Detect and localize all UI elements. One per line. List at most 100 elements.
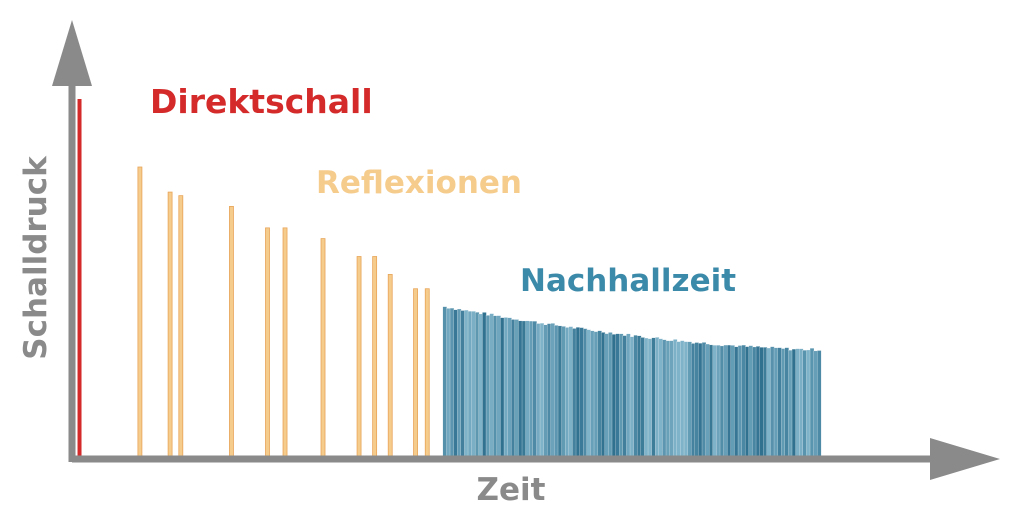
reverberation-bar [478, 313, 483, 458]
reverberation-bar [611, 334, 617, 458]
reverberation-bar [514, 319, 519, 458]
reverberation-bar [590, 330, 595, 458]
reverberation-bar [748, 345, 753, 458]
reverberation-bar [694, 342, 699, 458]
reverberation-bar [532, 321, 537, 458]
reflection-bar [372, 256, 378, 458]
reverberation-bar [784, 347, 789, 458]
reverberation-bar [770, 346, 775, 458]
reverberation-bar [629, 336, 635, 458]
reflection-bar [178, 195, 184, 458]
reverberation-bar [500, 317, 505, 458]
reverberation-bar [766, 347, 771, 458]
reverberation-bar [730, 345, 735, 458]
reverberation-bar [622, 335, 627, 458]
reverberation-bar [669, 340, 674, 458]
reverberation-bar [745, 346, 750, 458]
reverberation-bar [467, 311, 473, 458]
reverberation-bar [647, 338, 653, 458]
reverberation-bar [449, 307, 455, 458]
reverberation-bar [565, 327, 570, 458]
reflection-bar [167, 191, 173, 458]
reverberation-bar [460, 310, 465, 458]
reverberation-bar [698, 343, 703, 458]
reverberation-bar [457, 308, 462, 458]
x-axis-label: Zeit [477, 472, 546, 508]
reverberation-bar [691, 343, 696, 458]
reverberation-bar [777, 347, 782, 458]
y-axis-label: Schalldruck [18, 155, 54, 360]
reverberation-bar [615, 333, 620, 458]
reverberation-bar [464, 309, 469, 458]
reflection-bar [282, 227, 288, 458]
reverberation-bar [788, 350, 793, 458]
reverb-bars [442, 306, 822, 458]
reverberation-bar [597, 330, 602, 458]
reverberation-bar [503, 317, 509, 458]
reverberation-bar [665, 340, 671, 458]
reverberation-bar [712, 345, 717, 458]
reverberation-bar [683, 341, 689, 458]
direct-sound-label: Direktschall [150, 82, 373, 121]
reverberation-bar [806, 349, 811, 458]
reverberation-bar [485, 315, 491, 458]
reflection-bar [356, 256, 362, 458]
reverberation-bar [651, 337, 656, 458]
reverberation-bar [475, 312, 480, 458]
reverberation-bar [741, 344, 746, 458]
y-axis-arrowhead [52, 20, 92, 86]
reverberation-bar [593, 331, 599, 458]
reflection-bars [137, 166, 430, 458]
reverberation-bar [568, 326, 573, 458]
direct-sound-bar [77, 99, 82, 457]
reverberation-bar [453, 309, 458, 458]
reverberation-bar [755, 346, 761, 458]
reverberation-bar [809, 348, 815, 458]
reverberation-bar [511, 319, 516, 458]
reflection-bar [265, 227, 270, 458]
reverberation-bar [773, 347, 779, 458]
reverberation-bar [536, 323, 541, 458]
reverberation-bar [799, 348, 804, 458]
reverberation-bar [572, 328, 577, 458]
reverberation-bar [795, 348, 800, 458]
reverberation-bar [705, 343, 710, 458]
reverberation-bar [662, 339, 667, 458]
reflection-bar [137, 166, 143, 458]
reverberation-bar [791, 348, 797, 458]
reflections-label: Reflexionen [316, 165, 522, 201]
reverberation-bar [644, 337, 649, 458]
reverberation-bar [723, 344, 728, 458]
reverberation-bar [608, 332, 613, 458]
reverberation-bar [539, 323, 545, 458]
reverberation-bar [446, 308, 451, 458]
reverberation-bar [737, 345, 743, 458]
reverberation-bar [547, 323, 552, 458]
reverberation-bar [676, 341, 681, 458]
reverberation-bar [813, 350, 818, 458]
reverberation-bar [518, 320, 523, 458]
reverberation-bar [586, 329, 591, 458]
reverberation-bar [763, 347, 768, 458]
reverberation-bar [543, 324, 548, 458]
reverberation-bar [633, 335, 638, 458]
reverberation-bar [496, 315, 501, 458]
reverberation-bar [759, 347, 764, 458]
reverberation-bar [489, 313, 494, 458]
reverberation-bar [709, 344, 714, 458]
reverberation-bar [781, 348, 786, 458]
reverberation-bar [619, 333, 624, 458]
reverberation-bar [550, 323, 555, 458]
x-axis-arrowhead [930, 438, 1000, 480]
reverberation-bar [673, 339, 678, 458]
reverberation-bar [507, 317, 512, 458]
reflection-bar [229, 205, 234, 458]
reverberation-bar [752, 346, 757, 458]
reverberation-bar [529, 320, 534, 458]
reflection-bar [413, 288, 418, 458]
reflection-bar [387, 274, 393, 458]
reverberation-bar [655, 337, 660, 458]
reverberation-bar [554, 325, 559, 458]
reverberation-bar [471, 311, 476, 458]
